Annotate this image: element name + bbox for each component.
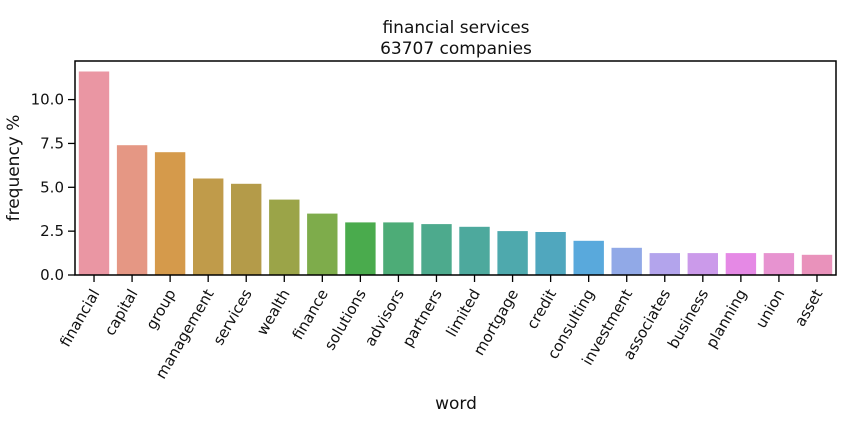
bar-investment [611,247,642,275]
x-tick-label-financial: financial [56,286,103,350]
plot-frame [74,60,837,276]
y-axis-label: frequency % [4,115,24,222]
bar-associates [649,253,680,275]
y-tick-label: 5.0 [40,178,64,196]
x-tick-label-credit: credit [523,286,560,332]
x-axis-label: word [435,394,477,414]
bar-financial [78,71,110,275]
bar-consulting [573,240,604,275]
bar-solutions [345,222,376,275]
bar-group [154,152,186,275]
x-tick-label-capital: capital [101,286,142,339]
x-tick-label-wealth: wealth [253,286,294,339]
y-tick-label: 10.0 [31,91,64,109]
chart-title-line-1: financial services [382,18,529,38]
bar-planning [725,253,757,275]
bar-credit [535,232,566,275]
x-tick-label-limited: limited [443,286,484,340]
bar-asset [801,254,833,275]
bar-partners [421,224,452,275]
bar-union [763,253,795,275]
bar-business [687,253,718,275]
bar-advisors [383,222,414,275]
x-tick-label-group: group [142,286,179,333]
bar-management [193,178,224,275]
bar-capital [116,145,148,275]
y-tick-label: 0.0 [40,266,64,284]
y-tick-label: 7.5 [40,134,64,152]
chart-title-line-2: 63707 companies [380,39,532,59]
bar-services [231,183,262,275]
bar-finance [307,213,338,275]
bar-limited [459,226,490,275]
bars [78,71,833,275]
bar-wealth [269,199,300,275]
x-tick-label-union: union [752,286,789,331]
y-tick-label: 2.5 [40,222,64,240]
y-axis-ticks: 0.0 2.5 5.0 7.5 10.0 [31,91,75,284]
bar-mortgage [497,231,528,275]
x-tick-label-asset: asset [791,286,827,330]
